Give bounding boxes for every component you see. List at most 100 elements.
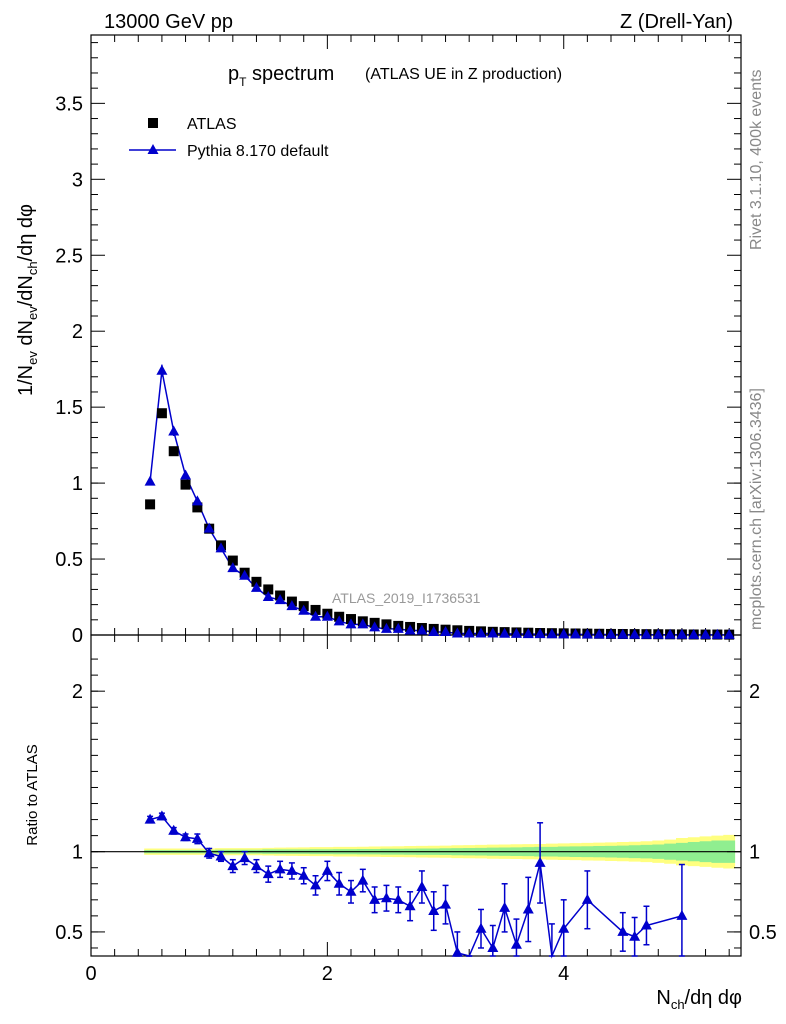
ratio-data-point — [629, 930, 641, 941]
ratio-y-axis-label: Ratio to ATLAS — [24, 744, 41, 845]
ratio-data-point — [144, 813, 156, 824]
legend-atlas-marker — [148, 118, 158, 128]
mc-data-point — [333, 615, 345, 626]
ratio-data-point — [416, 880, 428, 891]
mc-data-point — [380, 622, 392, 633]
main-y-tick-label: 1 — [72, 473, 83, 495]
ratio-data-point — [262, 868, 274, 879]
ratio-data-point — [380, 892, 392, 903]
x-axis-label: Nch/dη dφ — [656, 987, 742, 1012]
mc-data-point — [510, 627, 522, 638]
ratio-data-point — [168, 824, 180, 835]
mc-data-point — [227, 562, 239, 573]
ratio-data-point — [333, 877, 345, 888]
data-marks — [144, 364, 735, 959]
mc-data-point — [345, 618, 357, 629]
ratio-y-tick-label: 1 — [72, 842, 83, 864]
ratio-data-point — [428, 905, 440, 916]
ratio-y-tick-label: 0.5 — [55, 922, 83, 944]
mc-data-point — [688, 628, 700, 639]
source-label: mcplots.cern.ch [arXiv:1306.3436] — [748, 388, 765, 630]
atlas-data-point — [156, 408, 167, 419]
ratio-data-point — [522, 903, 534, 914]
ratio-data-point — [510, 938, 522, 949]
mc-data-point — [286, 600, 298, 611]
ratio-data-point — [345, 885, 357, 896]
mc-data-point — [558, 628, 570, 639]
mc-data-point — [451, 627, 463, 638]
atlas-data-point — [180, 479, 191, 490]
ratio-panel-frame — [90, 634, 742, 957]
ratio-data-point — [180, 831, 192, 842]
mc-data-point — [522, 628, 534, 639]
main-y-tick-label: 2.5 — [55, 245, 83, 267]
mc-data-point — [392, 622, 404, 633]
ratio-y-tick-label-right: 2 — [749, 681, 760, 703]
plot-title: pT spectrum — [228, 63, 334, 89]
mc-data-point — [534, 628, 546, 639]
axis-tick-labels: 00.511.522.533.50 2 40.5 0.51 12 2 — [55, 93, 777, 985]
legend-pythia-marker — [147, 144, 159, 154]
main-y-tick-label: 2 — [72, 321, 83, 343]
mc-data-point — [570, 628, 582, 639]
mc-data-point — [310, 610, 322, 621]
main-y-tick-label: 3.5 — [55, 93, 83, 115]
mc-data-point — [652, 628, 664, 639]
ratio-x-tick-label: 0 — [85, 963, 96, 985]
ratio-data-point — [676, 909, 688, 920]
mc-data-point — [700, 628, 712, 639]
atlas-data-point — [251, 576, 262, 587]
mc-data-point — [664, 628, 676, 639]
atlas-data-point — [145, 499, 156, 510]
atlas-data-point — [263, 584, 274, 595]
ratio-x-tick-label: 2 — [322, 963, 333, 985]
mc-data-point — [640, 628, 652, 639]
main-y-tick-label: 0.5 — [55, 549, 83, 571]
mc-data-point — [463, 627, 475, 638]
ratio-data-point — [203, 847, 215, 858]
plot-subtitle: (ATLAS UE in Z production) — [365, 66, 562, 83]
main-y-axis-label: 1/Nev dNev/dNch/dη dφ — [15, 204, 40, 396]
axis-ticks — [90, 35, 741, 956]
ratio-data-point — [392, 893, 404, 904]
ratio-data-point — [404, 900, 416, 911]
mc-data-point — [676, 628, 688, 639]
ratio-data-point — [440, 898, 452, 909]
mc-data-point — [475, 627, 487, 638]
atlas-data-point — [227, 555, 238, 566]
mc-data-point — [428, 625, 440, 636]
mc-data-point — [191, 495, 203, 506]
ratio-y-tick-label-right: 0.5 — [749, 922, 777, 944]
ratio-data-point — [357, 874, 369, 885]
ratio-data-point — [298, 869, 310, 880]
ratio-data-point — [617, 925, 629, 936]
mc-data-point — [404, 624, 416, 635]
ratio-data-point — [499, 901, 511, 912]
mc-data-point — [487, 627, 499, 638]
ratio-y-tick-label-right: 1 — [749, 842, 760, 864]
ratio-data-point — [274, 863, 286, 874]
main-y-tick-label: 3 — [72, 169, 83, 191]
mc-data-point — [711, 628, 723, 639]
mc-data-point — [298, 604, 310, 615]
process-label: Z (Drell-Yan) — [620, 11, 733, 33]
mc-data-point — [629, 628, 641, 639]
ratio-data-point — [286, 864, 298, 875]
ratio-data-point — [239, 852, 251, 863]
ratio-y-tick-label: 2 — [72, 681, 83, 703]
mc-data-point — [262, 591, 274, 602]
mc-data-point — [274, 594, 286, 605]
ratio-data-point — [227, 860, 239, 871]
main-y-tick-label: 1.5 — [55, 397, 83, 419]
ratio-data-point — [215, 850, 227, 861]
mc-data-point — [617, 628, 629, 639]
ratio-data-point — [321, 864, 333, 875]
mc-data-point — [416, 624, 428, 635]
mc-data-point — [239, 569, 251, 580]
atlas-data-point — [310, 604, 321, 615]
mc-data-point — [546, 628, 558, 639]
ratio-data-point — [369, 893, 381, 904]
ratio-data-point — [487, 941, 499, 952]
ratio-data-point — [581, 893, 593, 904]
legend-atlas-label: ATLAS — [187, 116, 237, 133]
